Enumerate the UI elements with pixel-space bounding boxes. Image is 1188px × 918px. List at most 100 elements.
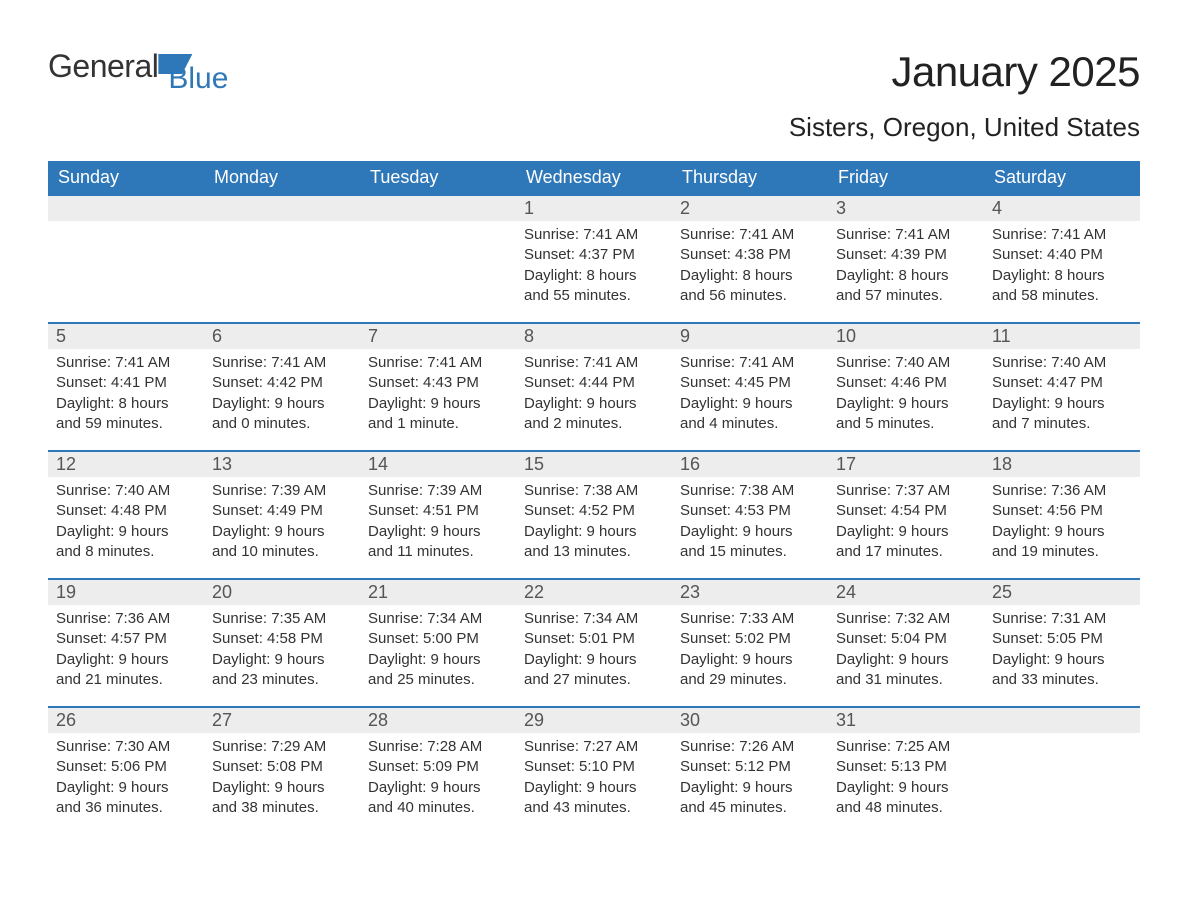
day-detail-line: Daylight: 9 hours — [836, 522, 976, 542]
day-detail-line: Daylight: 9 hours — [368, 522, 508, 542]
day-detail-line: Daylight: 9 hours — [368, 778, 508, 798]
calendar-cell: 4Sunrise: 7:41 AMSunset: 4:40 PMDaylight… — [984, 195, 1140, 323]
day-detail: Sunrise: 7:41 AMSunset: 4:44 PMDaylight:… — [516, 349, 672, 438]
calendar-cell — [204, 195, 360, 323]
day-number: 29 — [516, 708, 672, 733]
day-detail: Sunrise: 7:41 AMSunset: 4:40 PMDaylight:… — [984, 221, 1140, 310]
day-detail-line: and 21 minutes. — [56, 670, 196, 690]
day-detail-line: and 2 minutes. — [524, 414, 664, 434]
calendar-cell: 14Sunrise: 7:39 AMSunset: 4:51 PMDayligh… — [360, 451, 516, 579]
day-detail-line: Sunrise: 7:40 AM — [56, 481, 196, 501]
day-detail-line: and 1 minute. — [368, 414, 508, 434]
day-number: 6 — [204, 324, 360, 349]
day-number: 30 — [672, 708, 828, 733]
calendar-cell — [984, 707, 1140, 835]
day-detail-line: Sunrise: 7:41 AM — [836, 225, 976, 245]
day-detail-line: Sunrise: 7:41 AM — [680, 225, 820, 245]
day-detail: Sunrise: 7:32 AMSunset: 5:04 PMDaylight:… — [828, 605, 984, 694]
day-detail-line: Daylight: 8 hours — [680, 266, 820, 286]
calendar-cell: 23Sunrise: 7:33 AMSunset: 5:02 PMDayligh… — [672, 579, 828, 707]
day-number: 22 — [516, 580, 672, 605]
day-detail-line: Sunrise: 7:40 AM — [836, 353, 976, 373]
calendar-cell: 16Sunrise: 7:38 AMSunset: 4:53 PMDayligh… — [672, 451, 828, 579]
day-detail-line: Sunset: 4:38 PM — [680, 245, 820, 265]
day-detail-line: and 13 minutes. — [524, 542, 664, 562]
day-detail-line: Sunrise: 7:39 AM — [368, 481, 508, 501]
day-detail: Sunrise: 7:41 AMSunset: 4:45 PMDaylight:… — [672, 349, 828, 438]
calendar-week: 26Sunrise: 7:30 AMSunset: 5:06 PMDayligh… — [48, 707, 1140, 835]
day-detail-line: Sunrise: 7:34 AM — [524, 609, 664, 629]
day-detail-line: Sunset: 4:49 PM — [212, 501, 352, 521]
day-detail-line: Sunset: 5:09 PM — [368, 757, 508, 777]
col-monday: Monday — [204, 161, 360, 195]
calendar-cell: 27Sunrise: 7:29 AMSunset: 5:08 PMDayligh… — [204, 707, 360, 835]
day-detail-line: and 19 minutes. — [992, 542, 1132, 562]
day-detail-line: Sunrise: 7:27 AM — [524, 737, 664, 757]
calendar-week: 5Sunrise: 7:41 AMSunset: 4:41 PMDaylight… — [48, 323, 1140, 451]
calendar-cell: 17Sunrise: 7:37 AMSunset: 4:54 PMDayligh… — [828, 451, 984, 579]
day-detail-line: Daylight: 9 hours — [836, 778, 976, 798]
day-detail-line: Sunrise: 7:31 AM — [992, 609, 1132, 629]
day-detail-line: Daylight: 9 hours — [836, 650, 976, 670]
day-detail: Sunrise: 7:41 AMSunset: 4:43 PMDaylight:… — [360, 349, 516, 438]
calendar-cell: 5Sunrise: 7:41 AMSunset: 4:41 PMDaylight… — [48, 323, 204, 451]
day-detail-line: Sunset: 5:01 PM — [524, 629, 664, 649]
day-number: 12 — [48, 452, 204, 477]
day-number: 19 — [48, 580, 204, 605]
calendar-table: Sunday Monday Tuesday Wednesday Thursday… — [48, 161, 1140, 835]
day-detail: Sunrise: 7:30 AMSunset: 5:06 PMDaylight:… — [48, 733, 204, 822]
day-detail-line: Daylight: 8 hours — [56, 394, 196, 414]
day-detail — [48, 221, 204, 229]
day-detail-line: Daylight: 9 hours — [680, 778, 820, 798]
day-detail-line: Sunset: 5:02 PM — [680, 629, 820, 649]
day-number: 1 — [516, 196, 672, 221]
calendar-cell: 31Sunrise: 7:25 AMSunset: 5:13 PMDayligh… — [828, 707, 984, 835]
calendar-cell — [360, 195, 516, 323]
day-detail: Sunrise: 7:27 AMSunset: 5:10 PMDaylight:… — [516, 733, 672, 822]
day-number: 27 — [204, 708, 360, 733]
day-number: 16 — [672, 452, 828, 477]
day-detail-line: Sunrise: 7:36 AM — [992, 481, 1132, 501]
day-number: 23 — [672, 580, 828, 605]
calendar-cell: 10Sunrise: 7:40 AMSunset: 4:46 PMDayligh… — [828, 323, 984, 451]
day-detail-line: Sunset: 5:12 PM — [680, 757, 820, 777]
calendar-cell: 18Sunrise: 7:36 AMSunset: 4:56 PMDayligh… — [984, 451, 1140, 579]
day-detail-line: Sunset: 5:05 PM — [992, 629, 1132, 649]
day-detail: Sunrise: 7:33 AMSunset: 5:02 PMDaylight:… — [672, 605, 828, 694]
calendar-cell: 13Sunrise: 7:39 AMSunset: 4:49 PMDayligh… — [204, 451, 360, 579]
day-number — [48, 196, 204, 221]
day-detail-line: Sunset: 4:56 PM — [992, 501, 1132, 521]
day-detail-line: Sunrise: 7:25 AM — [836, 737, 976, 757]
day-number: 24 — [828, 580, 984, 605]
day-detail-line: Sunset: 4:37 PM — [524, 245, 664, 265]
day-detail: Sunrise: 7:38 AMSunset: 4:52 PMDaylight:… — [516, 477, 672, 566]
day-number: 15 — [516, 452, 672, 477]
col-sunday: Sunday — [48, 161, 204, 195]
page-title: January 2025 — [789, 48, 1140, 96]
day-number: 21 — [360, 580, 516, 605]
day-detail-line: Sunset: 4:58 PM — [212, 629, 352, 649]
day-detail: Sunrise: 7:26 AMSunset: 5:12 PMDaylight:… — [672, 733, 828, 822]
day-number: 25 — [984, 580, 1140, 605]
day-number — [360, 196, 516, 221]
day-detail: Sunrise: 7:35 AMSunset: 4:58 PMDaylight:… — [204, 605, 360, 694]
day-detail-line: and 33 minutes. — [992, 670, 1132, 690]
day-detail-line: and 55 minutes. — [524, 286, 664, 306]
day-detail-line: Sunrise: 7:41 AM — [212, 353, 352, 373]
calendar-cell: 19Sunrise: 7:36 AMSunset: 4:57 PMDayligh… — [48, 579, 204, 707]
day-number: 7 — [360, 324, 516, 349]
day-detail-line: Sunrise: 7:35 AM — [212, 609, 352, 629]
day-detail-line: Sunrise: 7:41 AM — [368, 353, 508, 373]
day-detail-line: Sunset: 4:41 PM — [56, 373, 196, 393]
logo-word2: Blue — [168, 62, 228, 96]
day-detail: Sunrise: 7:34 AMSunset: 5:01 PMDaylight:… — [516, 605, 672, 694]
day-detail-line: Sunset: 5:10 PM — [524, 757, 664, 777]
day-number: 31 — [828, 708, 984, 733]
day-detail-line: Daylight: 9 hours — [212, 394, 352, 414]
day-detail-line: and 59 minutes. — [56, 414, 196, 434]
calendar-cell: 28Sunrise: 7:28 AMSunset: 5:09 PMDayligh… — [360, 707, 516, 835]
day-detail: Sunrise: 7:40 AMSunset: 4:46 PMDaylight:… — [828, 349, 984, 438]
day-detail-line: Sunset: 5:08 PM — [212, 757, 352, 777]
calendar-week: 19Sunrise: 7:36 AMSunset: 4:57 PMDayligh… — [48, 579, 1140, 707]
calendar-cell: 3Sunrise: 7:41 AMSunset: 4:39 PMDaylight… — [828, 195, 984, 323]
